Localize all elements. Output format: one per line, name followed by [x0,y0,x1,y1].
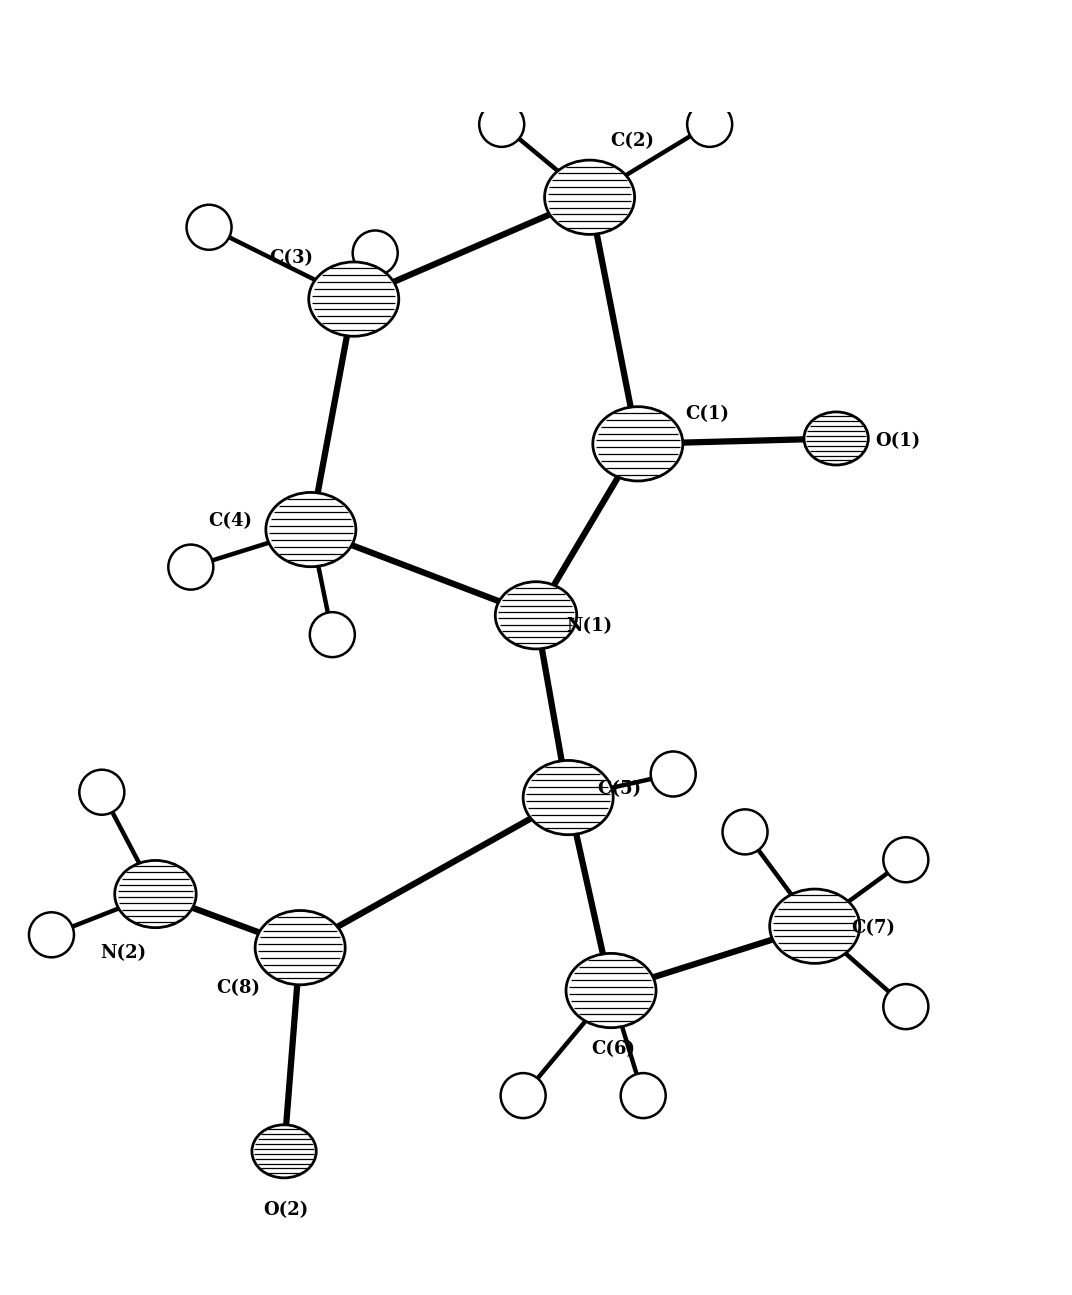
Ellipse shape [804,412,868,465]
Text: O(1): O(1) [876,431,921,449]
Circle shape [479,102,524,146]
Circle shape [187,205,232,250]
Ellipse shape [523,760,613,835]
Text: C(4): C(4) [208,512,253,530]
Circle shape [651,751,696,796]
Circle shape [883,984,928,1030]
Ellipse shape [495,581,577,649]
Circle shape [310,613,355,657]
Text: C(5): C(5) [597,780,642,798]
Circle shape [621,1074,666,1118]
Ellipse shape [115,860,196,927]
Ellipse shape [593,407,683,480]
Text: C(1): C(1) [685,405,730,422]
Circle shape [501,1074,546,1118]
Circle shape [883,838,928,882]
Text: N(1): N(1) [566,616,613,635]
Text: C(3): C(3) [269,250,314,267]
Circle shape [79,769,124,815]
Ellipse shape [266,492,356,567]
Text: C(2): C(2) [610,132,655,150]
Circle shape [723,809,768,855]
Ellipse shape [252,1125,316,1178]
Ellipse shape [545,161,635,234]
Text: C(6): C(6) [591,1040,636,1058]
Text: N(2): N(2) [100,944,147,962]
Circle shape [353,231,398,276]
Ellipse shape [566,953,656,1028]
Text: O(2): O(2) [264,1202,309,1220]
Circle shape [29,912,74,957]
Circle shape [687,102,732,146]
Ellipse shape [770,890,860,963]
Ellipse shape [255,910,345,984]
Text: C(8): C(8) [215,979,260,997]
Ellipse shape [309,262,399,337]
Circle shape [168,545,213,589]
Text: C(7): C(7) [851,919,896,938]
